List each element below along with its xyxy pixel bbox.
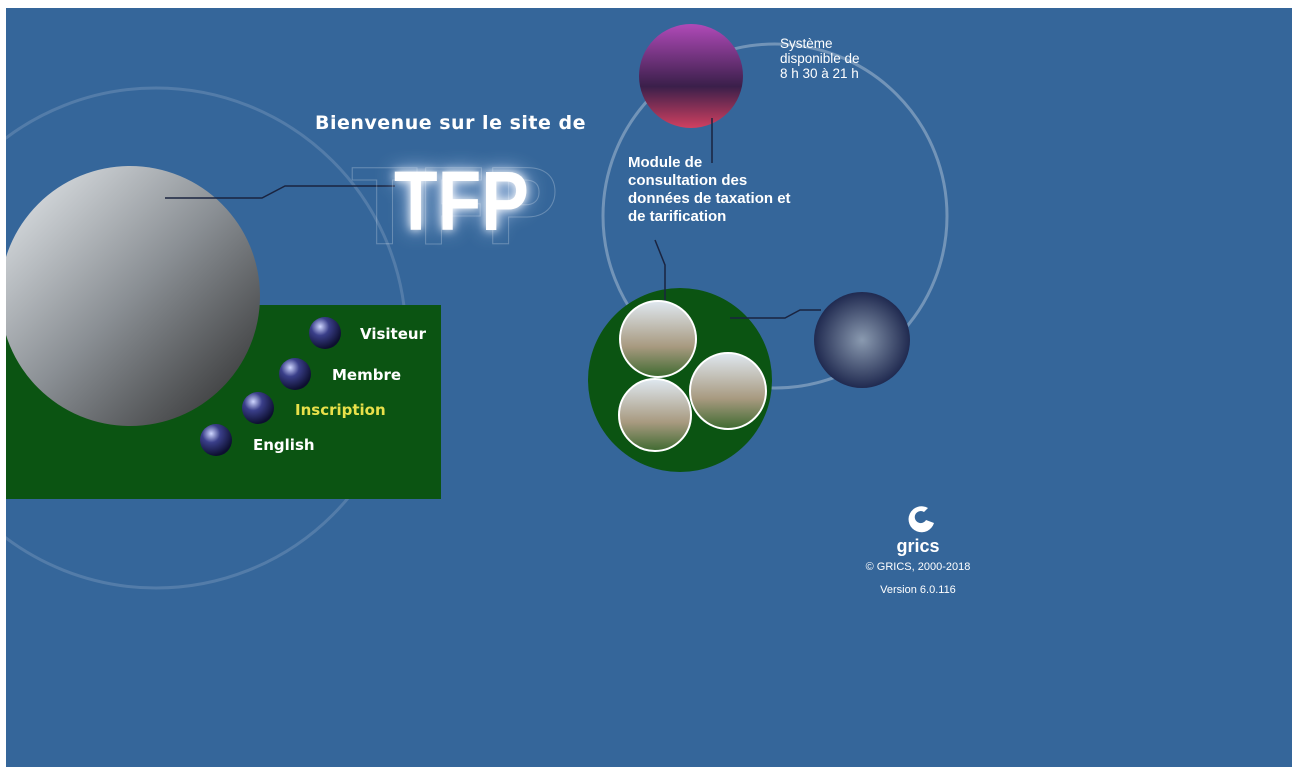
availability-line: disponible de <box>780 51 860 66</box>
copyright: © GRICS, 2000-2018 <box>818 561 1018 573</box>
version: Version 6.0.116 <box>818 584 1018 596</box>
module-line: de tarification <box>628 208 726 226</box>
stage: TFP Bienvenue sur le site de TFP Système… <box>6 8 1292 767</box>
module-line: données de taxation et <box>628 190 791 208</box>
house-photo <box>619 379 691 451</box>
menu-bullet <box>279 358 311 390</box>
office-photo <box>6 166 260 426</box>
city-photo <box>639 24 743 128</box>
welcome-text: Bienvenue sur le site de <box>315 112 586 134</box>
house-photo <box>690 353 766 429</box>
menu-bullet <box>309 317 341 349</box>
menu-link[interactable]: Inscription <box>295 401 386 419</box>
menu-bullet <box>242 392 274 424</box>
menu-link[interactable]: Membre <box>332 366 401 384</box>
logo-text: TFP <box>394 153 529 250</box>
module-line: consultation des <box>628 172 747 190</box>
availability-line: Système <box>780 36 833 51</box>
grics-logo <box>909 506 934 532</box>
artwork <box>6 8 1292 767</box>
page: × TFP Bienvenue sur le site de TFP Systè… <box>0 0 1298 767</box>
menu-link[interactable]: Visiteur <box>360 325 426 343</box>
menu-bullet <box>200 424 232 456</box>
availability-line: 8 h 30 à 21 h <box>780 66 859 81</box>
menu-link[interactable]: English <box>253 436 315 454</box>
module-line: Module de <box>628 154 702 172</box>
brand: grics <box>818 536 1018 557</box>
neighborhood-photo <box>814 292 910 388</box>
house-photo <box>620 301 696 377</box>
